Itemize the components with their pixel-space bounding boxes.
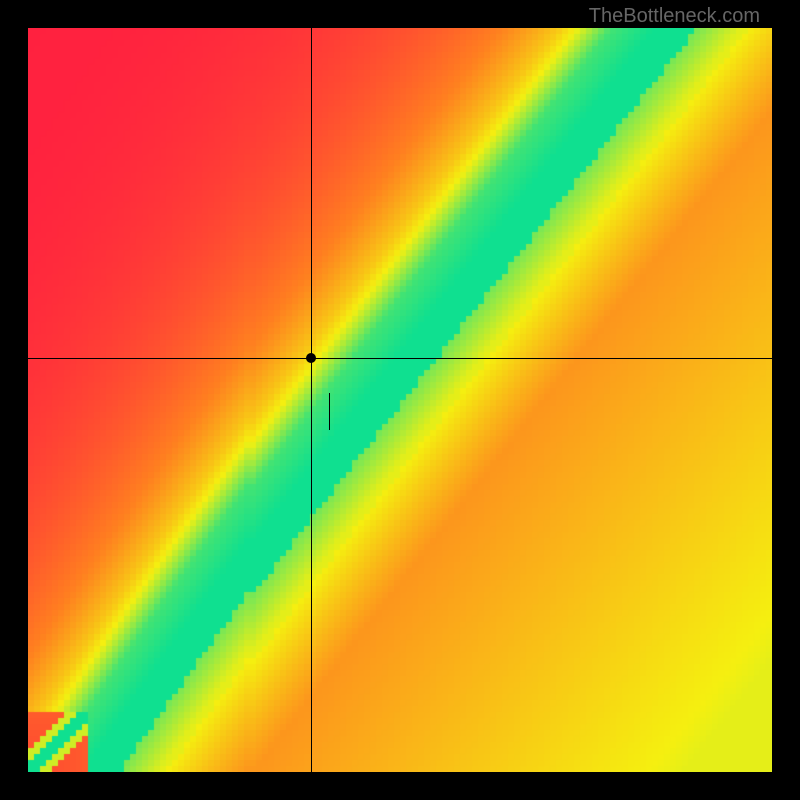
axis-tick [329,393,330,430]
crosshair-horizontal [28,358,772,359]
crosshair-vertical [311,28,312,772]
watermark-label: TheBottleneck.com [589,5,760,28]
heatmap-plot [28,28,772,772]
chart-container: TheBottleneck.com [0,0,800,800]
heatmap-canvas [28,28,772,772]
data-point-marker [306,353,316,363]
